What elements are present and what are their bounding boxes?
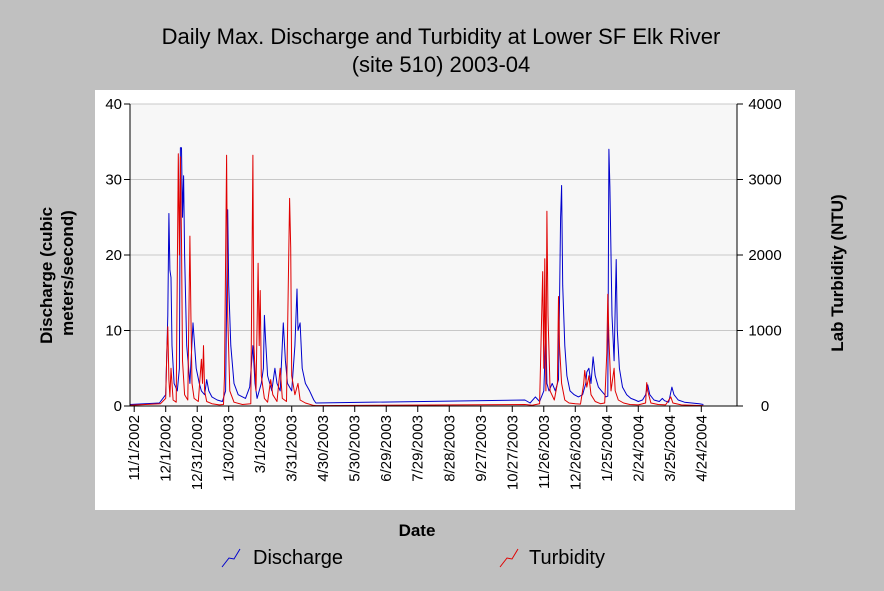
left-axis-ticks: 0 10 20 30 40 [105, 96, 130, 415]
x-tick-label: 4/24/2004 [693, 415, 710, 482]
x-tick-label: 2/24/2004 [630, 415, 647, 482]
chart-subtitle: (site 510) 2003-04 [352, 52, 531, 77]
x-tick-label: 3/1/2003 [252, 415, 269, 473]
y-left-tick-label: 40 [105, 96, 122, 113]
x-tick-label: 1/30/2003 [221, 415, 238, 482]
y-axis-left-label-line-2: meters/second) [58, 210, 77, 336]
x-axis-label: Date [399, 521, 436, 540]
x-tick-label: 12/31/2002 [189, 415, 206, 490]
chart-title: Daily Max. Discharge and Turbidity at Lo… [162, 24, 721, 49]
legend-discharge-label: Discharge [253, 547, 343, 569]
y-right-tick-label: 2000 [748, 247, 781, 264]
x-tick-label: 8/28/2003 [441, 415, 458, 482]
y-axis-left-label: Discharge (cubic meters/second) [37, 202, 77, 344]
series-line-turbidity [129, 153, 704, 407]
y-right-tick-label: 4000 [748, 96, 781, 113]
x-tick-label: 12/26/2003 [567, 415, 584, 490]
x-tick-label: 6/29/2003 [378, 415, 395, 482]
gridlines [130, 103, 737, 331]
x-axis-ticks: 11/1/2002 12/1/2002 12/31/2002 1/30/2003 3/1… [126, 406, 710, 490]
y-axis-right-label: Lab Turbidity (NTU) [828, 194, 847, 351]
x-tick-label: 11/1/2002 [126, 415, 143, 481]
y-axis-left-label-line-1: Discharge (cubic [37, 207, 56, 344]
y-right-tick-label: 3000 [748, 172, 781, 189]
x-tick-label: 4/30/2003 [315, 415, 332, 482]
x-tick-label: 3/25/2004 [662, 415, 679, 482]
series-layer [129, 147, 704, 407]
x-tick-label: 7/29/2003 [410, 415, 427, 482]
y-right-tick-label: 0 [761, 398, 769, 415]
x-tick-label: 10/27/2003 [504, 415, 521, 490]
x-tick-label: 1/25/2004 [599, 415, 616, 482]
series-line-discharge [129, 147, 704, 405]
y-left-tick-label: 30 [105, 172, 122, 189]
legend: Discharge Turbidity [221, 547, 605, 569]
x-tick-label: 12/1/2002 [158, 415, 175, 482]
x-tick-label: 9/27/2003 [473, 415, 490, 482]
legend-discharge-swatch [221, 548, 241, 568]
y-right-tick-label: 1000 [748, 323, 781, 340]
legend-turbidity-swatch [499, 548, 519, 568]
y-left-tick-label: 10 [105, 323, 122, 340]
x-tick-label: 3/31/2003 [284, 415, 301, 482]
right-axis-ticks: 0 1000 2000 3000 4000 [737, 96, 782, 415]
legend-turbidity-label: Turbidity [529, 547, 605, 569]
y-left-tick-label: 0 [114, 398, 122, 415]
x-tick-label: 11/26/2003 [536, 415, 553, 489]
y-left-tick-label: 20 [105, 247, 122, 264]
x-tick-label: 5/30/2003 [347, 415, 364, 482]
